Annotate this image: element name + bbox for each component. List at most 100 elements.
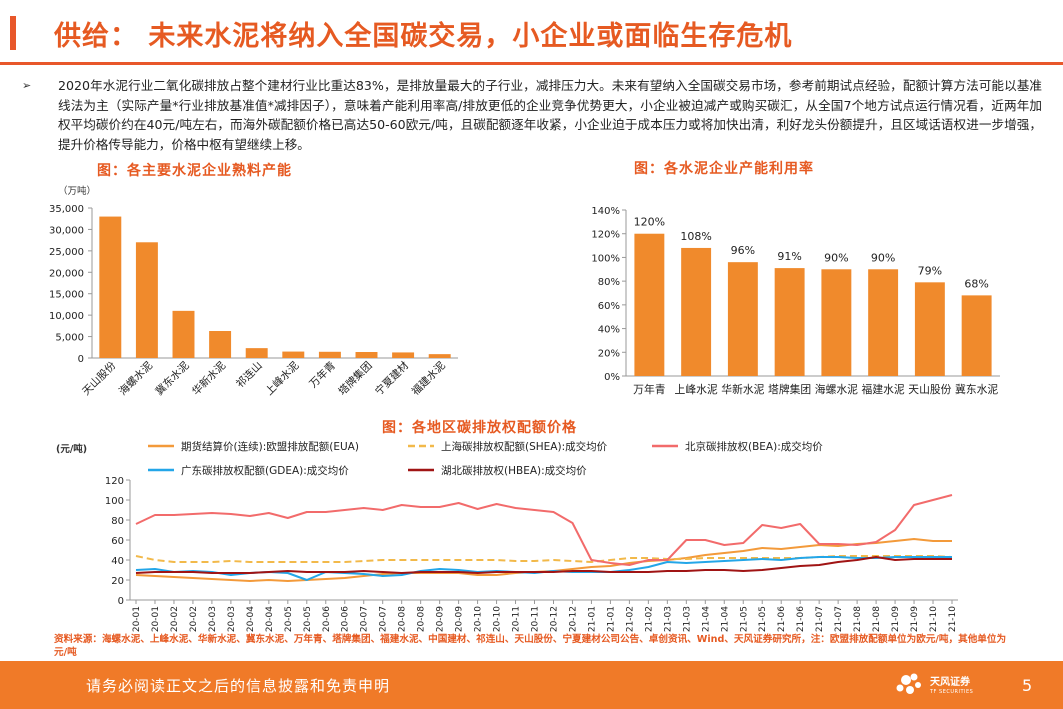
bar-福建水泥 <box>868 269 899 376</box>
x-tick-label: 塔牌集团 <box>768 382 811 396</box>
x-tick-label: 宁夏建材 <box>372 359 411 398</box>
bar-祁连山 <box>245 348 268 358</box>
footer-brand-en: TF SECURITIES <box>930 689 974 695</box>
data-label: 68% <box>964 277 988 290</box>
x-tick-label: 天山股份 <box>80 359 119 398</box>
bullet-arrow-icon: ➢ <box>22 79 32 92</box>
x-tick-label: 21-03 <box>663 606 673 632</box>
x-tick-label: 上峰水泥 <box>675 383 718 396</box>
chart-capacity-utilization: 0% 20% 40% 60% 80% 100% 120% 140% 120% 万年青 108% 上峰水… <box>591 206 1000 396</box>
x-tick-label: 20-10 <box>493 606 503 632</box>
x-tick-label: 20-06 <box>322 606 332 632</box>
x-tick-label: 20-02 <box>170 606 180 632</box>
x-tick-label: 20-11 <box>531 606 541 632</box>
bar-上峰水泥 <box>681 247 712 376</box>
x-tick-label: 20-11 <box>512 606 522 632</box>
bar-海螺水泥 <box>821 269 852 376</box>
x-tick-label: 21-03 <box>682 606 692 632</box>
x-tick-label: 祁连山 <box>233 359 264 390</box>
series-line-2 <box>135 494 953 566</box>
series-line-4 <box>135 556 952 574</box>
footer-bar: 请务必阅读正文之后的信息披露和免责申明 <box>0 661 1063 709</box>
y-tick-label: 0 <box>118 596 124 607</box>
bar-天山股份 <box>914 282 945 376</box>
x-tick-label: 20-07 <box>379 606 389 632</box>
x-tick-label: 20-03 <box>208 606 218 632</box>
y-tick-label: 25,000 <box>49 247 84 258</box>
bar-塔牌集团 <box>355 352 378 358</box>
y-tick-label: 20% <box>598 348 620 359</box>
x-tick-label: 20-04 <box>265 606 275 632</box>
series-line-1 <box>135 555 953 563</box>
legend-label: 湖北碳排放权(HBEA):成交均价 <box>441 464 587 477</box>
x-tick-label: 20-12 <box>568 606 578 632</box>
x-tick-label: 21-01 <box>587 606 597 632</box>
y-tick-label: 0% <box>604 372 620 383</box>
y-tick-label: 120% <box>591 230 620 241</box>
figure3-title: 图：各地区碳排放权配额价格 <box>382 420 577 436</box>
x-tick-label: 海螺水泥 <box>815 382 858 396</box>
bullet-text: 2020年水泥行业二氧化碳排放占整个建材行业比重达83%，是排放量最大的子行业，… <box>58 78 1042 152</box>
data-label: 90% <box>824 251 848 264</box>
x-tick-label: 冀东水泥 <box>955 382 998 396</box>
x-tick-label: 21-01 <box>606 606 616 632</box>
x-tick-label: 21-05 <box>739 606 749 632</box>
data-label: 108% <box>680 230 711 243</box>
x-tick-label: 20-10 <box>474 606 484 632</box>
bar-上峰水泥 <box>282 351 305 358</box>
tf-securities-logo-icon <box>896 673 921 694</box>
y-tick-label: 60 <box>111 536 124 547</box>
bar-宁夏建材 <box>392 352 415 358</box>
x-tick-label: 20-01 <box>132 606 142 632</box>
x-tick-label: 21-02 <box>644 606 654 632</box>
data-label: 91% <box>777 250 801 263</box>
y-tick-label: 80 <box>111 516 124 527</box>
x-tick-label: 21-04 <box>701 606 711 632</box>
y-tick-label: 10,000 <box>49 311 84 322</box>
y-unit-label: （万吨） <box>58 185 96 197</box>
x-tick-label: 20-04 <box>246 606 256 632</box>
x-tick-label: 20-05 <box>303 606 313 632</box>
x-tick-label: 21-04 <box>720 606 730 632</box>
x-tick-label: 华新水泥 <box>189 359 228 398</box>
y-tick-label: 0 <box>78 354 84 365</box>
y-tick-label: 40% <box>598 325 620 336</box>
title-bar: 供给： 未来水泥将纳入全国碳交易，小企业或面临生存危机 <box>0 0 1063 62</box>
bar-塔牌集团 <box>774 268 805 376</box>
y-tick-label: 40 <box>111 556 124 567</box>
x-tick-label: 天山股份 <box>908 383 951 396</box>
y-tick-label: 5,000 <box>55 333 84 344</box>
bar-海螺水泥 <box>135 242 158 358</box>
bar-天山股份 <box>99 216 122 358</box>
figure1-title: 图：各主要水泥企业熟料产能 <box>97 163 292 179</box>
x-tick-label: 21-09 <box>891 606 901 632</box>
y-tick-label: 20,000 <box>49 268 84 279</box>
x-tick-label: 21-06 <box>777 606 787 632</box>
x-tick-label: 21-10 <box>929 606 939 632</box>
x-tick-label: 20-01 <box>151 606 161 632</box>
x-tick-label: 21-02 <box>625 606 635 632</box>
bar-华新水泥 <box>727 262 758 376</box>
x-tick-label: 20-12 <box>549 606 559 632</box>
bar-冀东水泥 <box>172 310 195 358</box>
x-tick-label: 20-09 <box>455 606 465 632</box>
x-tick-label: 华新水泥 <box>721 382 764 396</box>
y-unit-label: (元/吨) <box>56 443 87 455</box>
x-tick-label: 21-09 <box>910 606 920 632</box>
footer-brand: 天风证券 <box>930 677 970 688</box>
title-divider <box>0 62 1063 65</box>
y-tick-label: 100 <box>105 496 124 507</box>
y-tick-label: 60% <box>598 301 620 312</box>
y-tick-label: 35,000 <box>49 204 84 215</box>
data-label: 79% <box>918 264 942 277</box>
data-label: 90% <box>871 251 895 264</box>
x-tick-label: 21-07 <box>834 606 844 632</box>
y-tick-label: 80% <box>598 277 620 288</box>
x-tick-label: 20-08 <box>417 606 427 632</box>
x-tick-label: 上峰水泥 <box>263 359 302 398</box>
x-tick-label: 福建水泥 <box>409 359 448 398</box>
x-tick-label: 冀东水泥 <box>153 359 192 398</box>
footer-disclaimer: 请务必阅读正文之后的信息披露和免责申明 <box>86 677 391 695</box>
x-tick-label: 21-08 <box>853 606 863 632</box>
data-label: 96% <box>731 244 755 257</box>
